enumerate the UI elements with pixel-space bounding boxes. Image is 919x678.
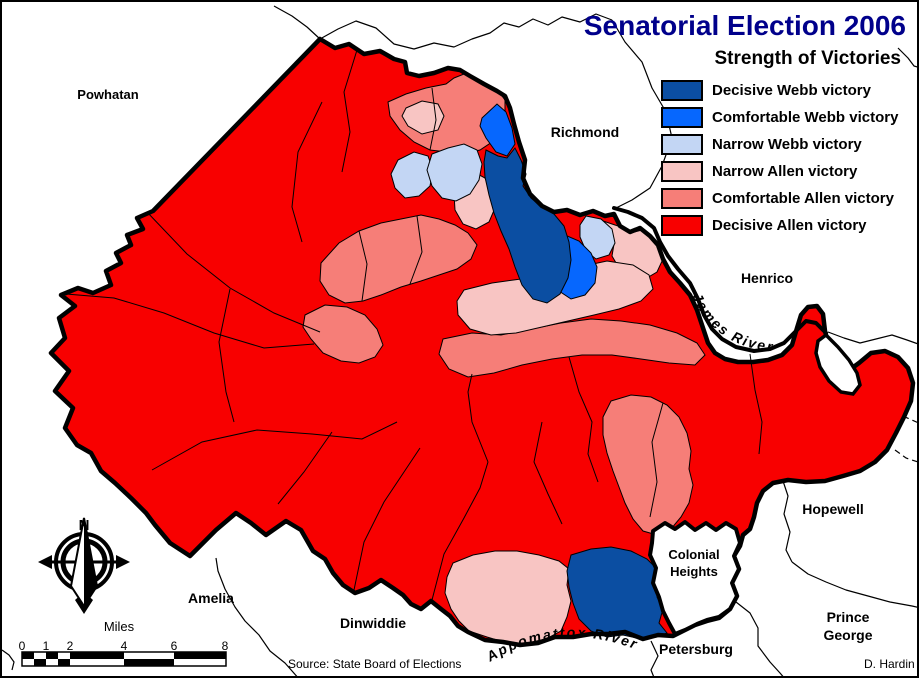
scale-unit-label: Miles xyxy=(104,619,135,634)
legend-item: Narrow Webb victory xyxy=(661,134,898,155)
label-prince-george-2: George xyxy=(823,627,872,643)
label-powhatan: Powhatan xyxy=(77,87,138,102)
scale-bar: Miles 0 1 2 4 6 8 xyxy=(19,619,229,667)
legend-swatch-narrow-allen xyxy=(661,161,703,182)
precinct xyxy=(483,147,572,304)
precinct xyxy=(302,304,384,364)
legend-label: Narrow Webb victory xyxy=(712,136,862,153)
scale-tick: 0 xyxy=(19,639,26,653)
legend-label: Decisive Allen victory xyxy=(712,217,867,234)
label-hopewell: Hopewell xyxy=(802,501,863,517)
legend-label: Comfortable Allen victory xyxy=(712,190,894,207)
legend-item: Narrow Allen victory xyxy=(661,161,898,182)
source-credit: Source: State Board of Elections xyxy=(288,657,461,671)
precinct-lines xyxy=(65,49,763,601)
map-subtitle: Strength of Victories xyxy=(714,48,901,69)
legend-label: Comfortable Webb victory xyxy=(712,109,899,126)
legend: Decisive Webb victory Comfortable Webb v… xyxy=(661,80,898,242)
precinct xyxy=(602,394,694,536)
precinct xyxy=(319,214,478,304)
label-henrico: Henrico xyxy=(741,270,793,286)
legend-label: Decisive Webb victory xyxy=(712,82,871,99)
label-dinwiddie: Dinwiddie xyxy=(340,615,406,631)
label-amelia: Amelia xyxy=(188,590,234,606)
label-richmond: Richmond xyxy=(551,124,619,140)
legend-item: Comfortable Allen victory xyxy=(661,188,898,209)
label-colonial-heights-2: Heights xyxy=(670,564,718,579)
label-prince-george-1: Prince xyxy=(827,609,870,625)
scale-tick: 1 xyxy=(43,639,50,653)
legend-label: Narrow Allen victory xyxy=(712,163,858,180)
compass-north-label: N xyxy=(79,517,90,534)
scale-bar-checker xyxy=(21,651,227,667)
map-title: Senatorial Election 2006 xyxy=(583,10,906,41)
scale-tick: 2 xyxy=(67,639,74,653)
legend-swatch-decisive-webb xyxy=(661,80,703,101)
county-outline xyxy=(48,36,916,648)
legend-item: Decisive Webb victory xyxy=(661,80,898,101)
precinct xyxy=(579,215,616,260)
legend-swatch-comfortable-allen xyxy=(661,188,703,209)
compass-rose: N xyxy=(38,517,130,614)
scale-tick: 8 xyxy=(222,639,229,653)
scale-tick: 6 xyxy=(171,639,178,653)
precinct xyxy=(566,546,668,640)
precinct xyxy=(426,143,483,202)
label-petersburg: Petersburg xyxy=(659,641,733,657)
colonial-heights-area xyxy=(648,520,742,636)
james-river-shore xyxy=(612,206,828,353)
precinct xyxy=(444,550,572,644)
precinct xyxy=(479,103,516,157)
author-credit: D. Hardin xyxy=(864,657,915,671)
legend-swatch-narrow-webb xyxy=(661,134,703,155)
precinct xyxy=(390,151,434,199)
legend-item: Comfortable Webb victory xyxy=(661,107,898,128)
river-inlet xyxy=(814,332,862,396)
scale-tick: 4 xyxy=(121,639,128,653)
legend-swatch-comfortable-webb xyxy=(661,107,703,128)
legend-item: Decisive Allen victory xyxy=(661,215,898,236)
precincts xyxy=(302,73,706,644)
precinct xyxy=(401,100,445,135)
legend-swatch-decisive-allen xyxy=(661,215,703,236)
label-colonial-heights-1: Colonial xyxy=(668,547,719,562)
